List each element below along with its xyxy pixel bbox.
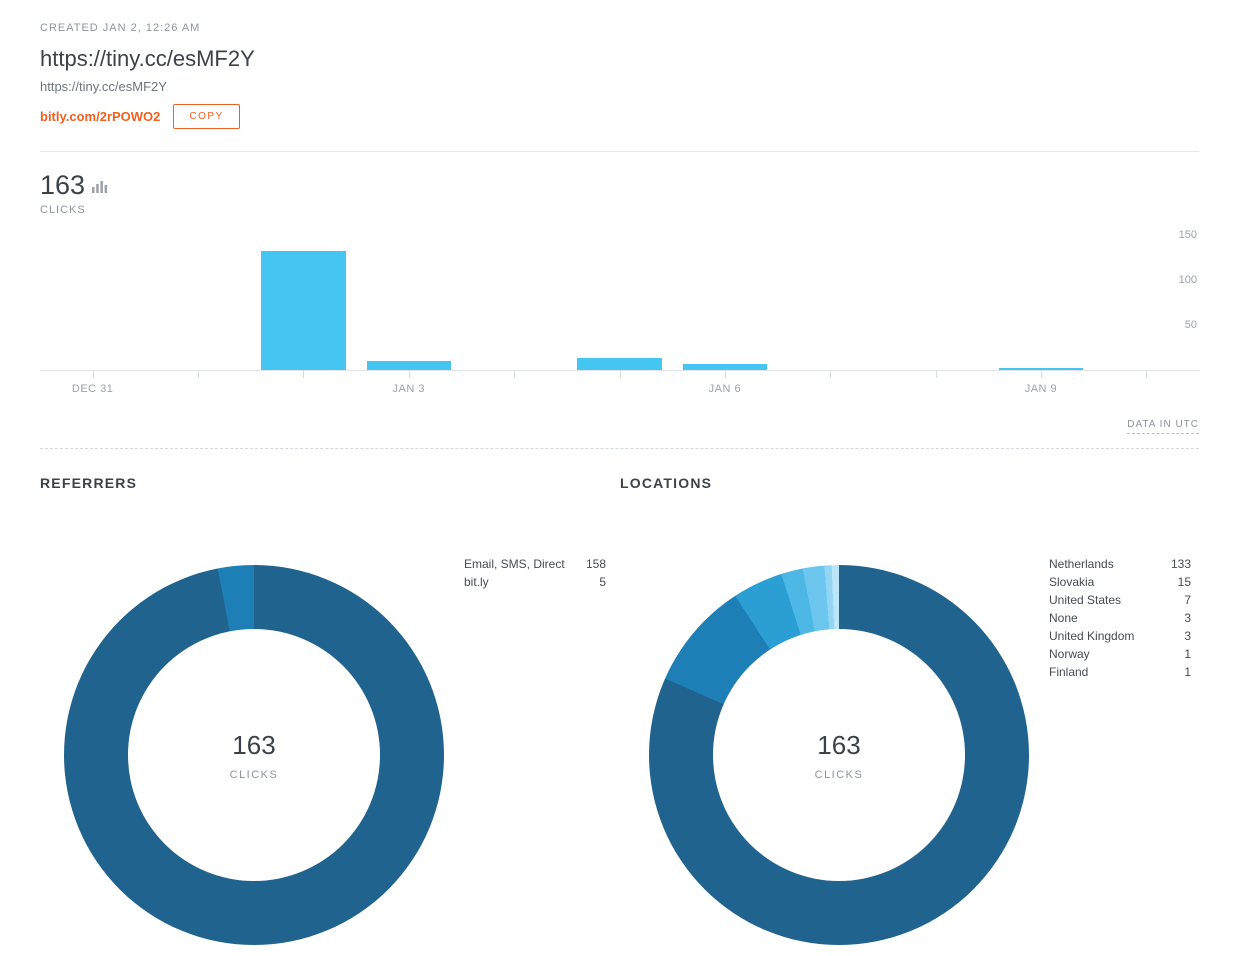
x-axis-tick — [619, 370, 621, 378]
x-axis-tick — [935, 370, 937, 378]
total-clicks-label: CLICKS — [40, 204, 86, 216]
bar-jan-5[interactable] — [577, 358, 662, 370]
y-axis-labels: 50 100 150 — [40, 226, 1199, 370]
legend-label: None — [1049, 611, 1078, 625]
legend-item[interactable]: United Kingdom 3 — [1049, 627, 1191, 645]
bar-jan-6[interactable] — [682, 363, 767, 370]
total-clicks-value: 163 — [40, 170, 86, 200]
legend-label: Slovakia — [1049, 575, 1095, 589]
legend-item[interactable]: None 3 — [1049, 609, 1191, 627]
clicks-summary: 163 — [40, 172, 1199, 199]
x-axis-tick — [724, 370, 726, 378]
locations-chart-row: 163 CLICKS Netherlands 133 Slovakia 15 Unite… — [620, 557, 1199, 945]
created-timestamp: CREATED JAN 2, 12:26 AM — [40, 22, 201, 34]
legend-value: 7 — [1184, 593, 1191, 607]
legend-label: Norway — [1049, 647, 1090, 661]
clicks-over-time-chart: 50 100 150 DEC 31 JAN 3 JAN 6 JAN 9 — [40, 226, 1199, 405]
referrers-section: REFERRERS 163 CLICKS Email, SMS, Direct 1… — [40, 449, 620, 945]
locations-donut-chart[interactable]: 163 CLICKS — [649, 565, 1029, 945]
legend-label: Finland — [1049, 665, 1089, 679]
y-axis-label: 100 — [1178, 274, 1197, 286]
short-link-row: bitly.com/2rPOWO2 COPY — [40, 104, 1199, 129]
locations-clicks-label: CLICKS — [814, 768, 864, 781]
legend-value: 1 — [1184, 665, 1191, 679]
legend-label: United States — [1049, 593, 1122, 607]
x-axis-tick — [830, 370, 832, 378]
breakdown-panels: REFERRERS 163 CLICKS Email, SMS, Direct 1… — [40, 449, 1199, 945]
copy-button[interactable]: COPY — [173, 104, 240, 129]
bar-jan-3[interactable] — [366, 361, 451, 370]
x-axis-tick — [408, 370, 410, 378]
x-axis-tick — [303, 370, 305, 378]
legend-label: bit.ly — [464, 575, 489, 589]
referrers-legend: Email, SMS, Direct 158 bit.ly 5 — [464, 555, 606, 591]
data-in-utc-note[interactable]: DATA IN UTC — [1127, 419, 1199, 434]
header-divider — [40, 151, 1199, 152]
referrers-donut-center: 163 CLICKS — [128, 629, 380, 881]
bar-chart-icon — [92, 179, 108, 193]
legend-value: 15 — [1177, 575, 1191, 589]
locations-donut-center: 163 CLICKS — [713, 629, 965, 881]
referrers-chart-row: 163 CLICKS Email, SMS, Direct 158 bit.ly 5 — [40, 557, 620, 945]
legend-label: Email, SMS, Direct — [464, 557, 565, 571]
y-axis-label: 50 — [1184, 319, 1197, 331]
page-title: https://tiny.cc/esMF2Y — [40, 46, 255, 71]
legend-value: 133 — [1170, 557, 1191, 571]
x-axis-tick — [1146, 370, 1148, 378]
legend-value: 3 — [1184, 611, 1191, 625]
legend-item[interactable]: Email, SMS, Direct 158 — [464, 555, 606, 573]
legend-item[interactable]: bit.ly 5 — [464, 573, 606, 591]
x-axis-tick — [514, 370, 516, 378]
x-axis-tick — [92, 370, 94, 378]
bar-jan-9[interactable] — [998, 368, 1084, 370]
legend-item[interactable]: Finland 1 — [1049, 663, 1191, 681]
locations-title: LOCATIONS — [620, 475, 713, 491]
legend-label: Netherlands — [1049, 557, 1114, 571]
x-axis-label: JAN 9 — [1024, 383, 1058, 395]
legend-item[interactable]: Norway 1 — [1049, 645, 1191, 663]
referrers-total-clicks: 163 — [232, 729, 276, 760]
legend-item[interactable]: Slovakia 15 — [1049, 573, 1191, 591]
locations-section: LOCATIONS 163 CLICKS Netherlands 133 Slova… — [620, 449, 1199, 945]
referrers-title: REFERRERS — [40, 475, 138, 491]
short-link[interactable]: bitly.com/2rPOWO2 — [40, 109, 161, 124]
referrers-clicks-label: CLICKS — [229, 768, 279, 781]
locations-legend: Netherlands 133 Slovakia 15 United States 7 No… — [1049, 555, 1191, 681]
x-axis-tick — [1040, 370, 1042, 378]
bar-jan-2[interactable] — [261, 251, 346, 370]
x-axis-tick — [198, 370, 200, 378]
destination-url: https://tiny.cc/esMF2Y — [40, 79, 167, 94]
y-axis-label: 150 — [1178, 229, 1197, 241]
legend-value: 158 — [585, 557, 606, 571]
section-divider — [40, 448, 1199, 449]
legend-item[interactable]: Netherlands 133 — [1049, 555, 1191, 573]
referrers-donut-chart[interactable]: 163 CLICKS — [64, 565, 444, 945]
legend-label: United Kingdom — [1049, 629, 1135, 643]
x-axis-labels: DEC 31 JAN 3 JAN 6 JAN 9 — [40, 371, 1199, 405]
clicks-section: 163 CLICKS 50 100 150 DEC 31 JAN 3 JAN 6 JAN … — [40, 172, 1199, 434]
clicks-bar-plot: 50 100 150 — [40, 226, 1199, 378]
chart-footer: DATA IN UTC — [40, 419, 1199, 434]
x-axis-label: JAN 6 — [708, 383, 742, 395]
locations-total-clicks: 163 — [817, 729, 861, 760]
legend-item[interactable]: United States 7 — [1049, 591, 1191, 609]
legend-value: 5 — [599, 575, 606, 589]
link-header: CREATED JAN 2, 12:26 AM https://tiny.cc/… — [40, 22, 1199, 129]
legend-value: 3 — [1184, 629, 1191, 643]
x-axis-label: DEC 31 — [71, 383, 114, 395]
link-analytics-page: CREATED JAN 2, 12:26 AM https://tiny.cc/… — [0, 22, 1239, 945]
legend-value: 1 — [1184, 647, 1191, 661]
x-axis-label: JAN 3 — [392, 383, 425, 395]
